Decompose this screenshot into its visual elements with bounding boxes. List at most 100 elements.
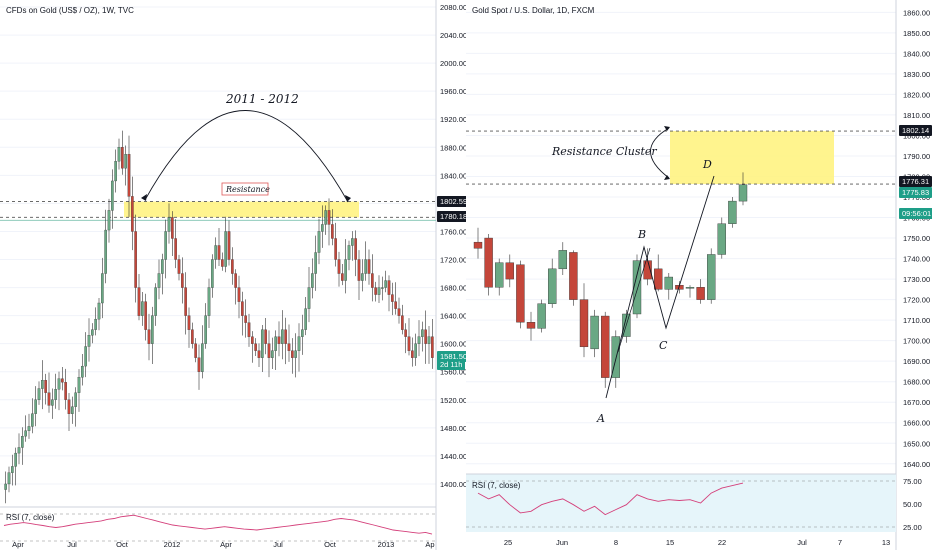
- candle-body: [191, 329, 194, 344]
- price-tag: 2d 11h: [437, 359, 466, 371]
- candle-body: [267, 343, 271, 358]
- y-tick-label: 1680.00: [440, 284, 466, 293]
- y-tick-label: 1740.00: [903, 255, 930, 264]
- rsi-label-right: RSI (7, close): [472, 481, 521, 490]
- candle-body: [147, 329, 151, 344]
- point-label-d: D: [702, 158, 712, 171]
- arc-annotation: [144, 110, 349, 203]
- rsi-tick-label: 25.00: [903, 523, 922, 532]
- x-tick-label: 7: [838, 538, 842, 547]
- candle-body: [354, 238, 357, 260]
- annotation-resistance-cluster: Resistance Cluster: [551, 145, 657, 158]
- chart-title-right: Gold Spot / U.S. Dollar, 1D, FXCM: [472, 6, 595, 15]
- candle-body: [131, 196, 134, 232]
- candle-body: [197, 357, 201, 372]
- candle-body: [21, 436, 24, 448]
- candle-body: [685, 287, 695, 289]
- candle-body: [728, 200, 737, 224]
- x-tick-label: 15: [666, 538, 674, 547]
- candle-body: [224, 231, 227, 267]
- y-tick-label: 1810.00: [903, 111, 930, 120]
- candle-body: [407, 336, 411, 351]
- y-tick-label: 1400.00: [440, 480, 466, 489]
- candle-body: [717, 223, 727, 255]
- candle-body: [337, 259, 341, 274]
- candle-body: [314, 252, 317, 274]
- candle-body: [547, 268, 557, 304]
- candle-body: [67, 399, 71, 414]
- candle-body: [104, 229, 107, 274]
- candle-body: [696, 287, 705, 300]
- y-tick-label: 1660.00: [903, 419, 930, 428]
- candle-body: [424, 329, 427, 344]
- candle-body: [97, 302, 101, 320]
- daily-gold-chart[interactable]: 1640.00 1650.00 1660.00 1670.00 1680.00 1690.…: [466, 0, 932, 550]
- weekly-gold-chart[interactable]: 1400.00 1440.00 1480.00 1520.00 1560.00 1600.…: [0, 0, 466, 550]
- y-tick-label: 1860.00: [903, 8, 930, 17]
- arc-arrowhead-left: [141, 194, 147, 201]
- candle-body: [171, 217, 174, 239]
- price-tag: 1802.14: [899, 125, 932, 137]
- candle-body: [611, 336, 621, 378]
- candle-body: [124, 154, 127, 169]
- y-tick-label: 1520.00: [440, 396, 466, 405]
- candle-body: [217, 245, 221, 260]
- x-tick-label: 2012: [164, 540, 181, 549]
- resistance-cluster-zone: [670, 131, 834, 185]
- rsi-tick-label: 75.00: [903, 477, 922, 486]
- point-label-a: A: [596, 412, 605, 425]
- candle-body: [71, 406, 74, 414]
- candle-body: [17, 447, 21, 454]
- y-tick-label: 1720.00: [440, 256, 466, 265]
- cluster-arrowhead-bottom: [664, 175, 670, 180]
- price-tag: 1802.59: [437, 195, 471, 207]
- candle-body: [144, 301, 147, 330]
- rsi-label-left: RSI (7, close): [6, 513, 55, 522]
- candle-body: [526, 321, 536, 329]
- y-tick-label: 1750.00: [903, 234, 930, 243]
- y-tick-label: 1640.00: [440, 312, 466, 321]
- candle-body: [297, 336, 301, 351]
- candle-body: [184, 287, 187, 316]
- candle-body: [117, 147, 121, 162]
- x-tick-label: Jul: [797, 538, 807, 547]
- candle-body: [317, 231, 321, 253]
- y-tick-label: 1480.00: [440, 424, 466, 433]
- y-tick-label: 2000.00: [440, 59, 466, 68]
- candle-body: [404, 329, 407, 337]
- y-tick-label: 1680.00: [903, 378, 930, 387]
- candle-body: [231, 259, 234, 274]
- y-tick-label: 1830.00: [903, 70, 930, 79]
- candle-body: [134, 231, 137, 288]
- y-tick-label: 2080.00: [440, 3, 466, 12]
- x-tick-label: 22: [718, 538, 726, 547]
- candle-body: [251, 336, 254, 344]
- y-tick-label: 1880.00: [440, 143, 466, 152]
- candle-body: [101, 273, 104, 304]
- candle-body: [77, 377, 81, 393]
- y-tick-label: 1670.00: [903, 398, 930, 407]
- candle-body: [264, 329, 267, 344]
- resistance-label: Resistance: [225, 185, 270, 194]
- candle-body: [321, 224, 324, 232]
- point-label-c: C: [659, 339, 668, 352]
- candle-body: [558, 250, 568, 270]
- candle-body: [344, 259, 347, 281]
- candle-body: [141, 301, 144, 316]
- candle-body: [484, 237, 493, 288]
- candle-body: [114, 161, 117, 182]
- chart-title-left: CFDs on Gold (US$ / OZ), 1W, TVC: [6, 6, 134, 15]
- y-tick-label: 1710.00: [903, 316, 930, 325]
- candle-body: [257, 350, 261, 358]
- price-tag: 1780.18: [437, 211, 471, 223]
- candle-body: [361, 273, 364, 281]
- candle-body: [121, 147, 124, 169]
- candle-body: [31, 413, 34, 427]
- x-tick-label: Ap: [425, 540, 434, 549]
- candle-body: [579, 299, 589, 348]
- x-tick-label: Oct: [324, 540, 337, 549]
- chart-panel-right[interactable]: 1640.00 1650.00 1660.00 1670.00 1680.00 1690.…: [466, 0, 932, 550]
- chart-panel-left[interactable]: 1400.00 1440.00 1480.00 1520.00 1560.00 1600.…: [0, 0, 471, 550]
- candle-body: [653, 268, 663, 290]
- candle-body: [211, 259, 214, 288]
